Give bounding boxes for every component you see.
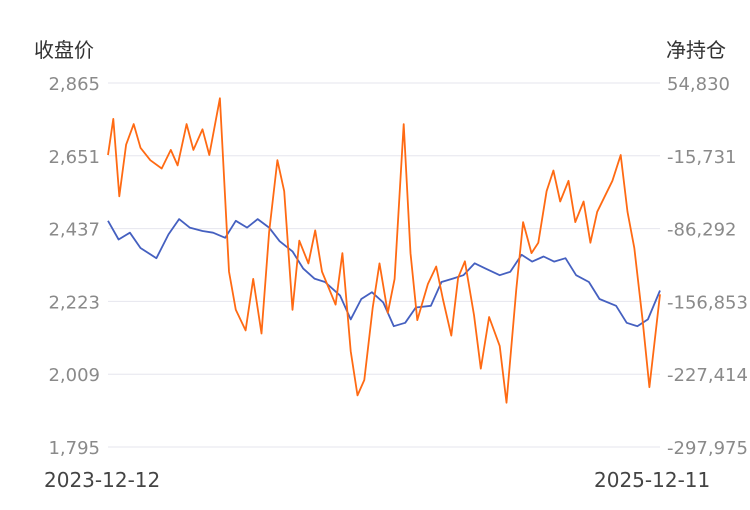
left-axis-tick-label: 2,009 bbox=[48, 365, 100, 386]
right-axis-tick-label: -86,292 bbox=[667, 220, 736, 241]
left-axis-tick-label: 2,437 bbox=[48, 220, 100, 241]
right-axis-tick-label: -15,731 bbox=[667, 147, 736, 168]
net-position-line bbox=[107, 97, 661, 404]
left-axis-tick-label: 1,795 bbox=[48, 438, 100, 459]
right-axis-tick-label: -297,975 bbox=[667, 438, 748, 459]
left-axis-ticks: 2,865 2,651 2,437 2,223 2,009 1,795 bbox=[48, 74, 100, 459]
series-lines bbox=[107, 97, 661, 404]
right-axis-tick-label: -227,414 bbox=[667, 365, 748, 386]
left-axis-tick-label: 2,651 bbox=[48, 147, 100, 168]
right-axis-tick-label: 54,830 bbox=[667, 74, 730, 95]
gridlines bbox=[108, 82, 660, 448]
left-axis-tick-label: 2,223 bbox=[48, 292, 100, 313]
right-axis-title: 净持仓 bbox=[666, 38, 726, 62]
x-axis-start-date: 2023-12-12 bbox=[44, 468, 161, 492]
right-axis-ticks: 54,830 -15,731 -86,292 -156,853 -227,414 -297… bbox=[667, 74, 748, 459]
left-axis-tick-label: 2,865 bbox=[48, 74, 100, 95]
left-axis-title: 收盘价 bbox=[34, 38, 94, 62]
x-axis-end-date: 2025-12-11 bbox=[594, 468, 711, 492]
close-price-line bbox=[107, 218, 661, 328]
right-axis-tick-label: -156,853 bbox=[667, 292, 748, 313]
